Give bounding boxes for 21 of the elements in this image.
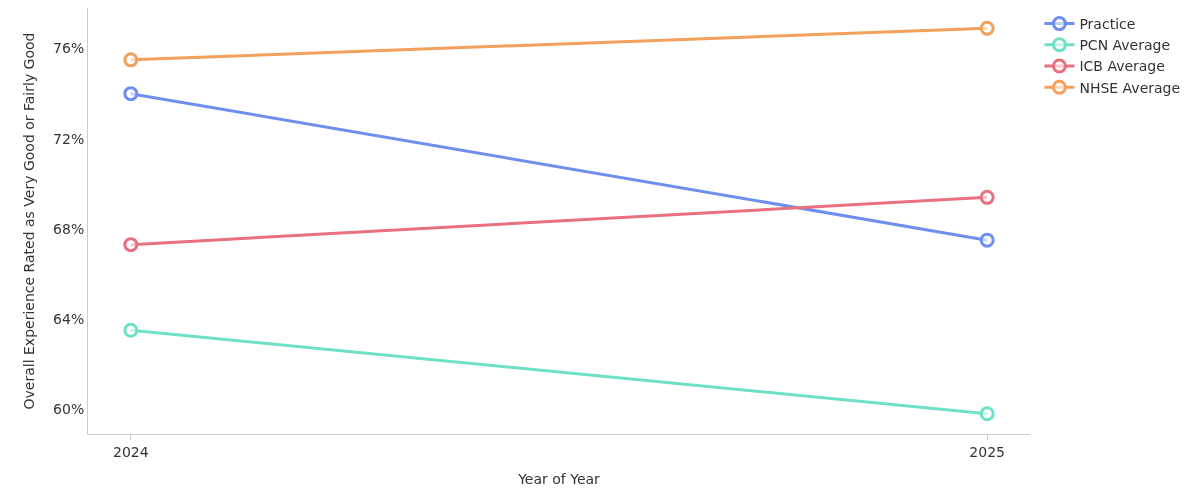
y-axis-title: Overall Experience Rated as Very Good or Fairly Good [20, 32, 37, 410]
legend-label: PCN Average [1079, 37, 1171, 54]
x-tick-label: 2025 [969, 443, 1005, 460]
legend-label: Practice [1079, 16, 1136, 33]
x-tick-label: 2024 [113, 443, 149, 460]
point [123, 322, 139, 338]
point [979, 232, 995, 248]
point [123, 237, 139, 253]
x-axis-title: Year of Year [517, 471, 601, 488]
y-tick-label: 72% [53, 130, 85, 147]
point [123, 86, 139, 102]
y-tick-label: 64% [53, 310, 85, 327]
point [979, 189, 995, 205]
y-tick-label: 68% [53, 220, 85, 237]
legend-label: NHSE Average [1079, 79, 1181, 96]
y-tick-label: 60% [53, 401, 85, 418]
point [979, 20, 995, 36]
y-tick-label: 76% [53, 40, 85, 57]
legend-label: ICB Average [1079, 58, 1165, 75]
point [123, 52, 139, 68]
point [979, 406, 995, 422]
